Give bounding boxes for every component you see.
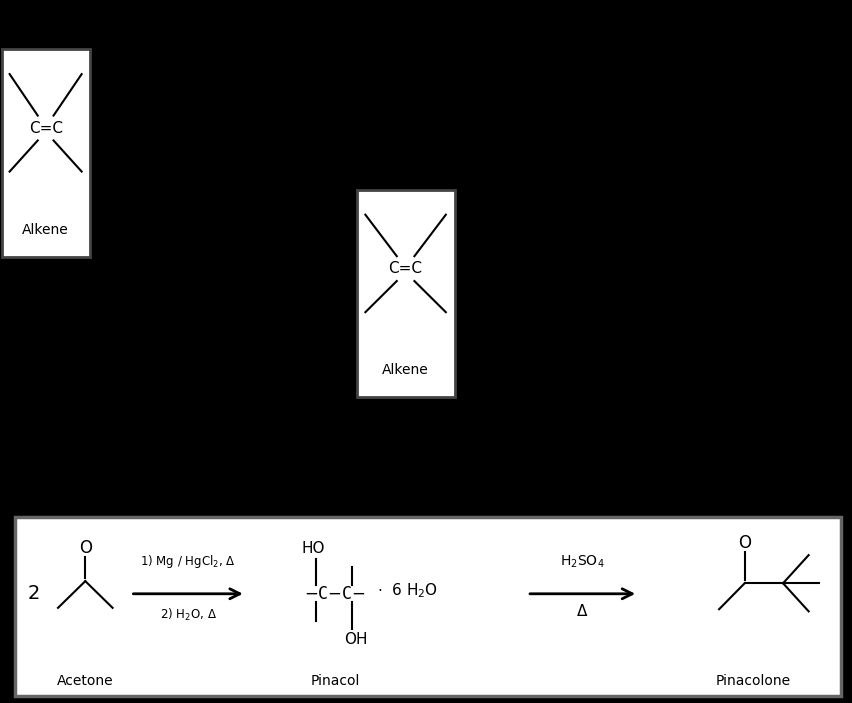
Text: H$_2$SO$_4$: H$_2$SO$_4$ bbox=[560, 553, 604, 569]
Text: C=C: C=C bbox=[389, 261, 422, 276]
Text: Pinacolone: Pinacolone bbox=[715, 673, 790, 688]
Text: O: O bbox=[78, 539, 92, 557]
Text: 1) Mg / HgCl$_2$, $\Delta$: 1) Mg / HgCl$_2$, $\Delta$ bbox=[140, 553, 236, 570]
Text: $-$C$-$C$-$: $-$C$-$C$-$ bbox=[304, 585, 366, 602]
Bar bbox=[2, 49, 89, 257]
Text: Alkene: Alkene bbox=[22, 223, 69, 237]
Text: C=C: C=C bbox=[29, 120, 62, 136]
Text: $\Delta$: $\Delta$ bbox=[576, 603, 588, 619]
Text: HO: HO bbox=[301, 541, 325, 555]
Text: Alkene: Alkene bbox=[382, 363, 429, 378]
Text: 2: 2 bbox=[28, 584, 40, 603]
Text: 2) H$_2$O, $\Delta$: 2) H$_2$O, $\Delta$ bbox=[159, 607, 216, 623]
Bar bbox=[356, 190, 454, 397]
Text: OH: OH bbox=[343, 632, 367, 647]
Text: $\cdot$  6 H$_2$O: $\cdot$ 6 H$_2$O bbox=[377, 581, 438, 600]
Bar bbox=[15, 517, 840, 696]
Text: O: O bbox=[737, 534, 751, 552]
Text: Acetone: Acetone bbox=[57, 673, 113, 688]
Text: Pinacol: Pinacol bbox=[310, 673, 360, 688]
